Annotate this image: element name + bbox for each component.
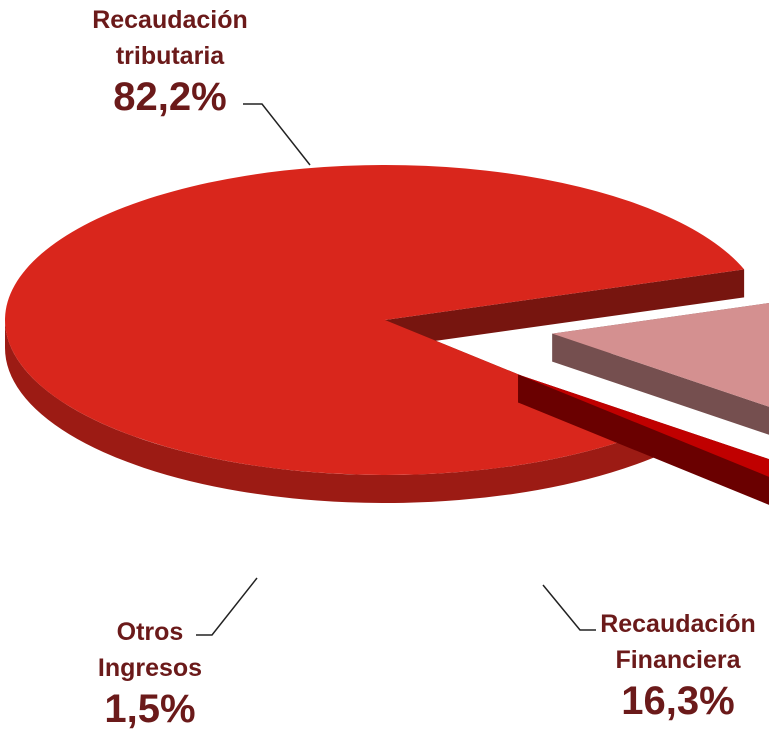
category-label: Otros Ingresos (97, 618, 203, 682)
category-label: Recaudación Financiera (600, 610, 756, 674)
slice-label: Recaudación Financiera 16,3% (568, 606, 769, 724)
value-label: 82,2% (113, 75, 227, 119)
value-label: 1,5% (104, 687, 196, 731)
value-label: 16,3% (621, 679, 735, 723)
leader-lines (196, 103, 596, 636)
slice-label: Recaudación tributaria 82,2% (60, 2, 280, 120)
slice (518, 374, 769, 477)
slice-side (5, 320, 654, 504)
category-label: Recaudación tributaria (92, 6, 248, 70)
slice (552, 303, 769, 407)
slice-wall (518, 374, 769, 505)
slice-wall (552, 333, 769, 435)
leader-line (542, 584, 596, 631)
leader-line (243, 103, 311, 166)
leader-line (196, 577, 258, 636)
slice-wall (385, 269, 745, 348)
slices (5, 164, 769, 505)
slice-label: Otros Ingresos 1,5% (40, 614, 260, 732)
